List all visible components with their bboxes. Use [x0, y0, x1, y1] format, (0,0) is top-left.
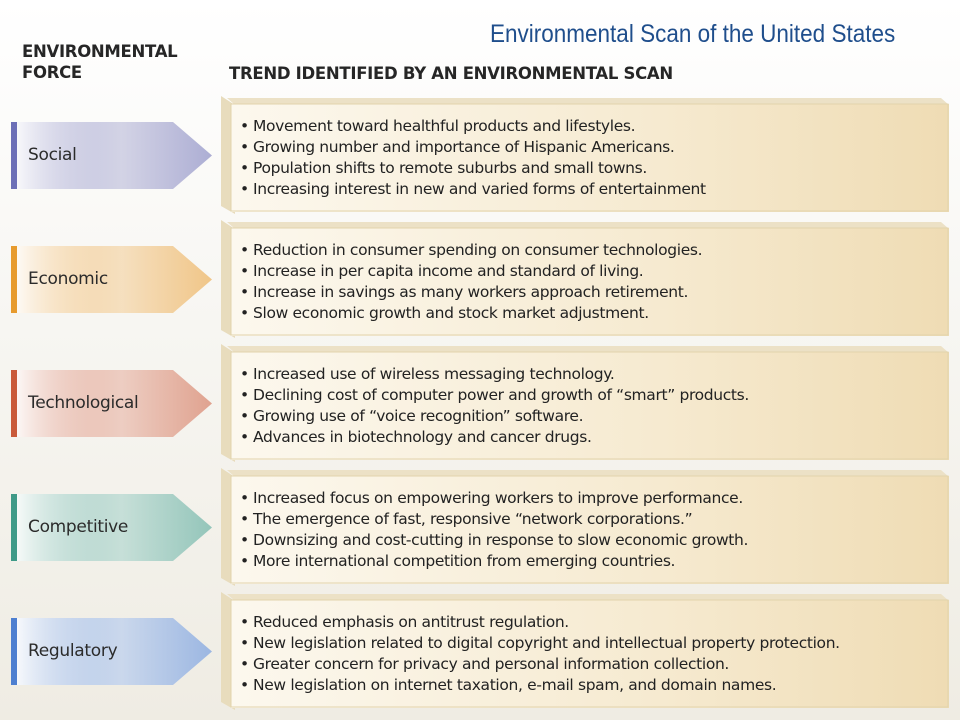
force-header-line2: FORCE — [22, 63, 82, 82]
force-tag: Economic — [11, 246, 213, 313]
force-label: Technological — [28, 393, 139, 413]
force-tag-edge — [11, 618, 17, 685]
trend-item: Advances in biotechnology and cancer dru… — [240, 427, 749, 448]
trend-item: Growing use of “voice recognition” softw… — [240, 406, 749, 427]
trend-list: Increased focus on empowering workers to… — [240, 488, 748, 572]
trend-item: Declining cost of computer power and gro… — [240, 385, 749, 406]
trend-item: Movement toward healthful products and l… — [240, 116, 706, 137]
trend-panel-border — [230, 475, 949, 584]
trend-item: Growing number and importance of Hispani… — [240, 137, 706, 158]
trend-panel-top-bevel — [227, 594, 949, 601]
trend-list: Reduction in consumer spending on consum… — [240, 240, 703, 324]
force-tag-fill — [11, 370, 212, 437]
force-tag-edge — [11, 122, 17, 189]
trend-item: Increase in per capita income and standa… — [240, 261, 702, 282]
force-tag-edge — [11, 494, 17, 561]
force-row-competitive: Competitive Increased focus on empowering… — [0, 468, 960, 588]
trend-list: Increased use of wireless messaging tech… — [240, 364, 749, 448]
trend-panel: Reduced emphasis on antitrust regulation… — [221, 592, 949, 710]
force-row-economic: Economic Reduction in consumer spending o… — [0, 220, 960, 340]
force-tag-fill — [11, 246, 212, 313]
force-tag: Technological — [11, 370, 213, 437]
trend-item: Increased use of wireless messaging tech… — [240, 364, 749, 385]
force-header-line1: ENVIRONMENTAL — [22, 42, 178, 61]
force-tag-shape — [11, 122, 212, 189]
trend-item: Increase in savings as many workers appr… — [240, 282, 702, 303]
trend-column-header: TREND IDENTIFIED BY AN ENVIRONMENTAL SCA… — [229, 64, 673, 83]
force-tag: Social — [11, 122, 213, 189]
trend-panel-border — [230, 599, 949, 708]
force-row-technological: Technological Increased use of wireless m… — [0, 344, 960, 464]
force-label: Social — [28, 145, 77, 165]
trend-panel: Increased use of wireless messaging tech… — [221, 344, 949, 462]
force-label: Competitive — [28, 517, 129, 537]
page-title: Environmental Scan of the United States — [490, 20, 896, 48]
trend-panel-top-bevel — [227, 222, 949, 229]
trend-panel-border — [230, 351, 949, 460]
trend-item: Downsizing and cost-cutting in response … — [240, 530, 748, 551]
force-tag-shape — [11, 494, 212, 561]
force-tag-fill — [11, 494, 212, 561]
trend-item: The emergence of fast, responsive “netwo… — [240, 509, 748, 530]
trend-panel-top-bevel — [227, 346, 949, 353]
force-tag-fill — [11, 122, 212, 189]
trend-list: Movement toward healthful products and l… — [240, 116, 706, 200]
force-label: Economic — [28, 269, 108, 289]
trend-panel-border — [230, 103, 949, 212]
trend-item: New legislation related to digital copyr… — [240, 633, 840, 654]
trend-panel: Reduction in consumer spending on consum… — [221, 220, 949, 338]
trend-list: Reduced emphasis on antitrust regulation… — [240, 612, 840, 696]
force-column-header: ENVIRONMENTAL FORCE — [22, 41, 202, 83]
force-tag-edge — [11, 370, 17, 437]
force-row-regulatory: Regulatory Reduced emphasis on antitrust … — [0, 592, 960, 712]
force-tag-shape — [11, 246, 212, 313]
trend-panel-top-bevel — [227, 470, 949, 477]
trend-panel: Increased focus on empowering workers to… — [221, 468, 949, 586]
trend-item: Slow economic growth and stock market ad… — [240, 303, 702, 324]
force-tag-edge — [11, 246, 17, 313]
trend-item: Increasing interest in new and varied fo… — [240, 179, 706, 200]
trend-item: New legislation on internet taxation, e-… — [240, 675, 840, 696]
trend-item: Reduction in consumer spending on consum… — [240, 240, 703, 261]
trend-panel: Movement toward healthful products and l… — [221, 96, 949, 214]
force-row-social: Social Movement toward healthful products… — [0, 96, 960, 216]
trend-panel-top-bevel — [227, 98, 949, 105]
force-tag: Regulatory — [11, 618, 213, 685]
trend-item: Greater concern for privacy and personal… — [240, 654, 840, 675]
force-tag: Competitive — [11, 494, 213, 561]
trend-item: Population shifts to remote suburbs and … — [240, 158, 706, 179]
force-label: Regulatory — [28, 641, 118, 661]
trend-item: More international competition from emer… — [240, 551, 748, 572]
trend-item: Increased focus on empowering workers to… — [240, 488, 748, 509]
trend-panel-border — [230, 227, 949, 336]
force-tag-shape — [11, 370, 212, 437]
force-tag-shape — [11, 618, 212, 685]
trend-item: Reduced emphasis on antitrust regulation… — [240, 612, 840, 633]
force-tag-fill — [11, 618, 212, 685]
